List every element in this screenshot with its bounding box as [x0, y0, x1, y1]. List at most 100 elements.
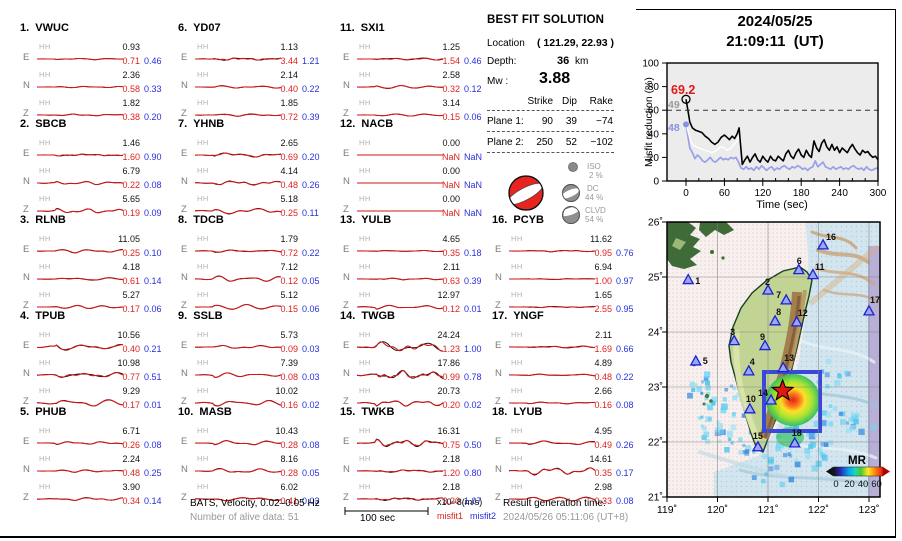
waveform-row-z: Z HH 6.02 0.41 0.03 [176, 482, 328, 514]
waveform-row-z: Z HH 5.65 0.19 0.09 [18, 194, 170, 226]
waveform-trace [194, 468, 282, 473]
series-0 [685, 99, 879, 166]
table-divider [487, 110, 614, 111]
waveform-trace [509, 401, 596, 405]
channel-label: HH [197, 194, 209, 203]
station-block-sbcb: 2. SBCB E HH 1.46 1.60 0.90 N HH 6.79 0.22 0.08 Z HH… [18, 118, 170, 218]
result-time-label: Result generation time: [503, 498, 606, 509]
misfit2-value: NaN [464, 180, 483, 190]
waveform-trace [36, 153, 124, 157]
component-label: N [181, 176, 188, 187]
waveform-row-n: N HH 4.18 0.61 0.14 [18, 262, 170, 294]
amplitude-value: 5.65 [122, 194, 140, 204]
amplitude-value: 10.98 [117, 358, 140, 368]
component-label: Z [343, 300, 349, 311]
chart-series [685, 99, 879, 172]
channel-label: HH [39, 194, 51, 203]
waveform-row-z: Z HH 2.66 0.16 0.08 [490, 386, 642, 418]
waveform-trace [36, 343, 124, 351]
waveform-trace [194, 152, 282, 158]
channel-label: HH [197, 426, 209, 435]
station-triangle-icon [790, 315, 803, 327]
component-label: Z [495, 300, 501, 311]
misfit1-value: 0.12 [442, 304, 460, 314]
table-divider [487, 131, 614, 132]
misfit2-value: 0.18 [464, 248, 482, 258]
misfit1-value: 0.22 [122, 180, 140, 190]
waveform-trace [356, 400, 444, 407]
component-label: E [181, 52, 188, 63]
waveform-row-n: N HH 4.89 0.48 0.22 [490, 358, 642, 390]
station-number-label: 18 [792, 428, 802, 438]
best-solution-marker [681, 94, 691, 104]
misfit2-value: 0.08 [616, 400, 634, 410]
iso-pct: 2 % [589, 171, 603, 180]
amplitude-value: 6.94 [594, 262, 612, 272]
misfit1-value: 1.69 [594, 344, 612, 354]
waveform-row-n: N HH 2.24 0.48 0.25 [18, 454, 170, 486]
component-label: E [343, 148, 350, 159]
waveform-trace [356, 370, 444, 379]
component-label: E [181, 340, 188, 351]
amplitude-value: 17.86 [437, 358, 460, 368]
channel-label: HH [359, 290, 371, 299]
misfit2-value: NaN [464, 208, 483, 218]
waveform-trace [37, 113, 124, 117]
waveform-row-z: Z HH 20.73 0.20 0.02 [338, 386, 490, 418]
waveform-row-e: E HH 24.24 1.23 1.00 [338, 330, 490, 362]
y-tick-label: 100 [642, 59, 659, 70]
waveform-trace [36, 469, 124, 473]
misfit2-value: 0.76 [616, 248, 634, 258]
waveform-trace [36, 371, 124, 378]
third-solution-marker [683, 121, 689, 128]
channel-label: HH [197, 234, 209, 243]
waveform-row-z: Z HH 5.12 0.15 0.06 [176, 290, 328, 322]
component-label: N [181, 80, 188, 91]
misfit2-value: 0.01 [464, 304, 482, 314]
misfit2-value: 0.14 [144, 496, 162, 506]
station-title: 1. VWUC [20, 22, 69, 34]
colorbar-tick: 20 [844, 479, 855, 490]
lon-tick-label: 123˚ [858, 504, 879, 516]
channel-label: HH [39, 426, 51, 435]
misfit1-value: 0.99 [442, 372, 460, 382]
component-label: N [23, 272, 30, 283]
misfit2-value: 0.66 [616, 344, 634, 354]
misfit2-value: 0.02 [464, 400, 482, 410]
waveform-trace [37, 304, 124, 310]
component-label: N [343, 368, 350, 379]
amplitude-value: 0.00 [442, 138, 460, 148]
waveform-row-z: Z HH 1.85 0.72 0.39 [176, 98, 328, 130]
waveform-row-n: N HH 6.94 1.00 0.97 [490, 262, 642, 294]
amplitude-value: 1.25 [442, 42, 460, 52]
misfit1-value: 0.48 [280, 180, 298, 190]
plane1-label: Plane 1: [487, 116, 524, 127]
channel-label: HH [197, 482, 209, 491]
misfit1-value: 0.08 [280, 372, 298, 382]
misfit1-value: 3.44 [280, 56, 298, 66]
station-block-tdcb: 8. TDCB E HH 1.79 0.72 0.22 N HH 7.12 0.12 0.05 Z HH… [176, 214, 328, 314]
channel-label: HH [197, 454, 209, 463]
lon-tick-label: 120˚ [707, 504, 728, 516]
station-number-label: 3 [730, 327, 735, 337]
component-label: N [495, 368, 502, 379]
depth-unit: km [575, 56, 589, 67]
station-triangle-icon [689, 354, 702, 366]
y-tick-label: 20 [648, 153, 660, 164]
amplitude-value: 4.65 [442, 234, 460, 244]
waveform-trace [508, 496, 596, 502]
channel-label: HH [39, 454, 51, 463]
amplitude-value: 10.02 [275, 386, 298, 396]
channel-label: HH [359, 454, 371, 463]
component-label: Z [495, 396, 501, 407]
channel-label: HH [359, 42, 371, 51]
waveform-row-e: E HH 6.71 0.26 0.08 [18, 426, 170, 458]
waveform-trace [357, 210, 443, 212]
amplitude-value: 10.43 [275, 426, 298, 436]
station-triangle-icon [682, 273, 695, 285]
misfit1-value: 0.34 [122, 496, 140, 506]
component-label: Z [495, 492, 501, 503]
station-triangle-icon [768, 314, 782, 326]
channel-label: HH [511, 330, 523, 339]
misfit1-value: NaN [441, 208, 460, 218]
